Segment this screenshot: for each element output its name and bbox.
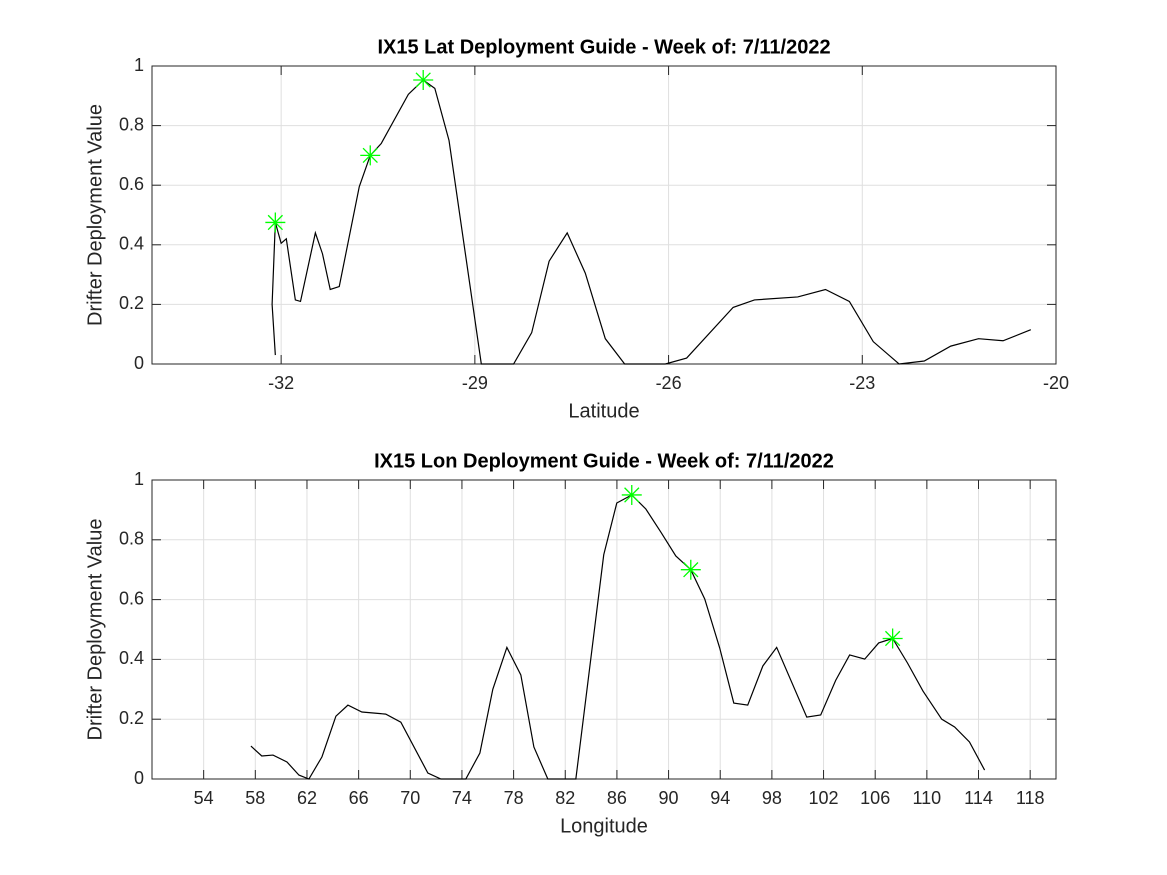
x-tick-label: -32: [268, 373, 294, 393]
y-tick-label: 0: [134, 353, 144, 373]
x-tick-label: 70: [400, 788, 420, 808]
x-tick-label: 102: [809, 788, 839, 808]
x-tick-label: -26: [656, 373, 682, 393]
x-tick-label: 118: [1016, 788, 1045, 808]
x-tick-label: 114: [964, 788, 993, 808]
x-tick-label: 54: [194, 788, 214, 808]
star-marker: [360, 145, 381, 166]
x-tick-label: 58: [245, 788, 265, 808]
y-tick-label: 0.6: [119, 174, 144, 194]
chart-title: IX15 Lat Deployment Guide - Week of: 7/1…: [377, 36, 830, 58]
data-line: [250, 494, 986, 780]
axes-box: [151, 65, 1057, 365]
star-marker: [413, 70, 434, 91]
y-tick-label: 0.8: [119, 529, 144, 549]
x-tick-label: 90: [659, 788, 679, 808]
x-tick-label: 78: [504, 788, 524, 808]
y-tick-label: 0.6: [119, 588, 144, 608]
y-tick-label: 0.4: [119, 234, 144, 254]
axes: -32 -29 -26 -23 -20 0 0.2 0.4 0.6 0.8 1 IX15 Lat De…: [84, 36, 1069, 422]
y-tick-label: 0: [134, 768, 144, 788]
axes-box: [151, 479, 1057, 780]
x-tick-label: 74: [452, 788, 472, 808]
y-axis-label: Drifter Deployment Value: [84, 519, 106, 741]
x-tick-label: -20: [1043, 373, 1069, 393]
y-tick-label: 0.2: [119, 293, 144, 313]
y-tick-label: 1: [134, 55, 144, 75]
y-axis-label: Drifter Deployment Value: [84, 104, 106, 326]
y-tick-label: 1: [134, 469, 144, 489]
x-axis-label: Latitude: [568, 400, 639, 422]
y-tick-label: 0.4: [119, 648, 144, 668]
plot-area: [152, 480, 1056, 779]
x-tick-label: 66: [349, 788, 369, 808]
x-tick-label: -29: [462, 373, 488, 393]
chart-title: IX15 Lon Deployment Guide - Week of: 7/1…: [374, 450, 834, 472]
axes: 54 58 62 66 70 74 78 82 86 90 94 98 102 106 110 114 118 0…: [84, 450, 1057, 837]
data-line: [271, 79, 1032, 365]
x-tick-label: 94: [710, 788, 730, 808]
star-marker: [680, 559, 701, 580]
star-marker: [265, 212, 286, 233]
x-tick-label: 98: [762, 788, 782, 808]
x-tick-label: 106: [860, 788, 890, 808]
x-tick-label: 110: [913, 788, 942, 808]
x-tick-label: 82: [555, 788, 575, 808]
x-tick-label: -23: [849, 373, 875, 393]
x-tick-label: 86: [607, 788, 627, 808]
star-marker: [882, 628, 903, 649]
star-marker: [621, 484, 642, 505]
y-tick-label: 0.2: [119, 708, 144, 728]
x-tick-label: 62: [297, 788, 317, 808]
y-tick-label: 0.8: [119, 114, 144, 134]
plot-area: [152, 66, 1056, 364]
x-axis-label: Longitude: [560, 815, 648, 837]
